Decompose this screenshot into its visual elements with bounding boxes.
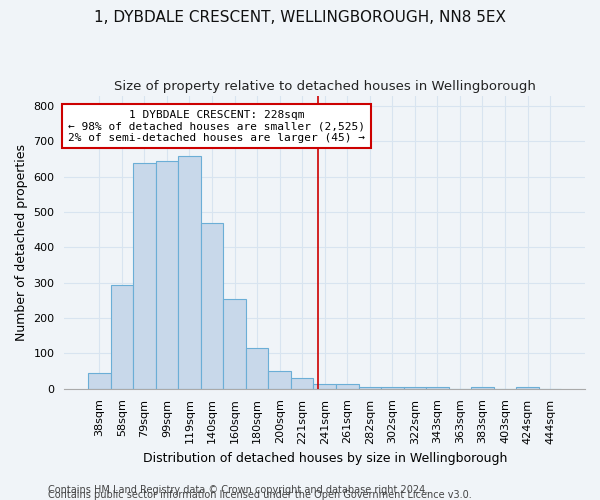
Bar: [223, 298, 246, 389]
Bar: [359, 387, 381, 389]
Bar: [471, 387, 494, 389]
Text: 1, DYBDALE CRESCENT, WELLINGBOROUGH, NN8 5EX: 1, DYBDALE CRESCENT, WELLINGBOROUGH, NN8…: [94, 10, 506, 25]
Bar: [268, 371, 291, 389]
Bar: [178, 156, 201, 389]
Text: Contains public sector information licensed under the Open Government Licence v3: Contains public sector information licen…: [48, 490, 472, 500]
Y-axis label: Number of detached properties: Number of detached properties: [15, 144, 28, 340]
Bar: [291, 378, 313, 389]
Bar: [155, 161, 178, 389]
Bar: [201, 223, 223, 389]
Bar: [426, 387, 449, 389]
Text: 1 DYBDALE CRESCENT: 228sqm
← 98% of detached houses are smaller (2,525)
2% of se: 1 DYBDALE CRESCENT: 228sqm ← 98% of deta…: [68, 110, 365, 143]
Bar: [246, 348, 268, 389]
Bar: [313, 384, 336, 389]
X-axis label: Distribution of detached houses by size in Wellingborough: Distribution of detached houses by size …: [143, 452, 507, 465]
Bar: [133, 162, 155, 389]
Title: Size of property relative to detached houses in Wellingborough: Size of property relative to detached ho…: [114, 80, 536, 93]
Bar: [88, 373, 110, 389]
Bar: [110, 284, 133, 389]
Text: Contains HM Land Registry data © Crown copyright and database right 2024.: Contains HM Land Registry data © Crown c…: [48, 485, 428, 495]
Bar: [336, 384, 359, 389]
Bar: [404, 387, 426, 389]
Bar: [381, 387, 404, 389]
Bar: [516, 387, 539, 389]
